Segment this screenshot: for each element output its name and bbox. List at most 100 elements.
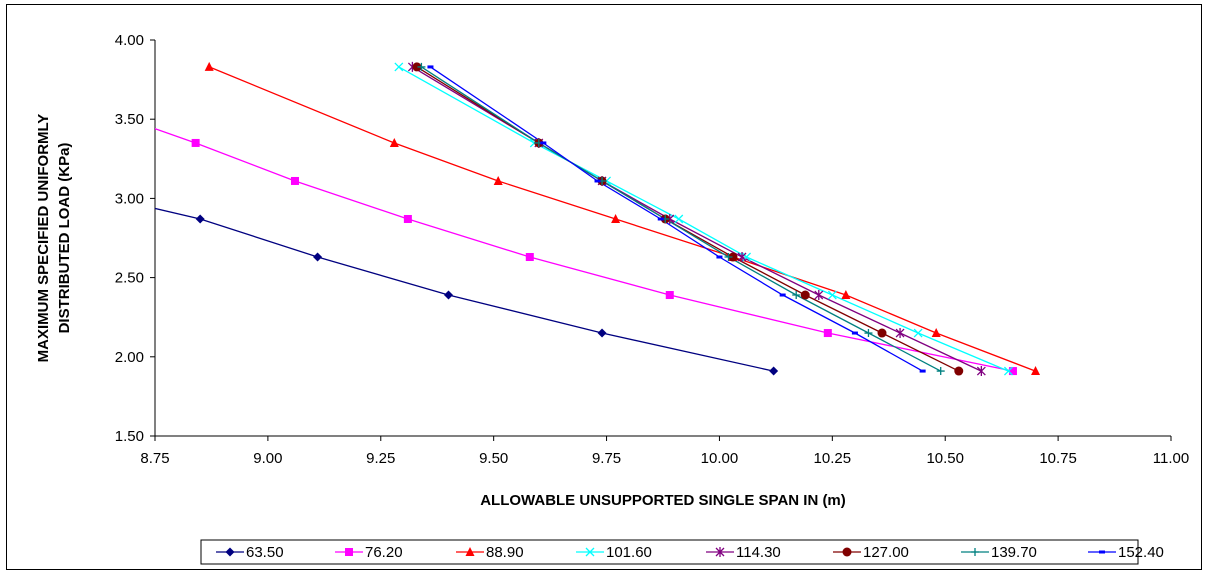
data-point (195, 214, 205, 224)
legend-item: 63.50 (216, 544, 284, 561)
legend-item: 127.00 (833, 544, 909, 561)
x-marker (585, 547, 595, 557)
series-line-152.40 (430, 66, 923, 372)
chart-frame (6, 4, 1202, 570)
plus-marker (971, 548, 979, 556)
data-point (657, 217, 664, 221)
data-point (345, 548, 353, 556)
triangle-marker (465, 547, 475, 556)
square-marker (525, 253, 534, 262)
triangle-marker (389, 137, 399, 147)
dash-marker (851, 331, 858, 335)
triangle-marker (611, 213, 621, 223)
data-point (427, 65, 434, 69)
data-point (792, 291, 801, 300)
data-point (841, 290, 851, 300)
square-marker (191, 138, 200, 147)
x-tick-label: 9.00 (253, 450, 282, 467)
plus-marker (417, 62, 426, 71)
data-point (931, 328, 941, 338)
data-point (1003, 366, 1013, 376)
data-point (191, 138, 200, 147)
legend-label: 88.90 (486, 544, 524, 561)
data-point (976, 366, 986, 377)
x-marker (827, 290, 837, 300)
star-marker (737, 252, 747, 263)
data-point (842, 547, 852, 557)
data-point (1099, 550, 1105, 554)
plus-marker (864, 329, 873, 338)
x-axis-title: ALLOWABLE UNSUPPORTED SINGLE SPAN IN (m) (480, 492, 846, 509)
x-tick-label: 9.75 (592, 450, 621, 467)
data-point (525, 253, 534, 262)
legend-label: 127.00 (863, 544, 909, 561)
data-point (204, 61, 214, 71)
x-tick-label: 9.25 (366, 450, 395, 467)
triangle-marker (841, 290, 851, 300)
dash-marker (716, 255, 723, 259)
legend-item: 76.20 (335, 544, 403, 561)
y-tick-label: 3.00 (115, 190, 144, 207)
data-point (594, 179, 601, 183)
y-tick-label: 2.00 (115, 349, 144, 366)
diamond-marker (597, 328, 607, 338)
legend-label: 114.30 (736, 544, 781, 561)
circle-marker (800, 290, 810, 300)
y-tick-label: 4.00 (115, 32, 144, 49)
data-point (716, 255, 723, 259)
diamond-marker (225, 547, 235, 557)
y-tick-label: 3.50 (115, 111, 144, 128)
y-tick-label: 1.50 (115, 428, 144, 445)
circle-marker (877, 328, 887, 338)
data-point (403, 214, 412, 223)
series-markers (191, 61, 1041, 377)
data-point (417, 62, 426, 71)
series-line-139.70 (421, 66, 942, 372)
data-point (971, 548, 979, 556)
data-point (715, 547, 725, 557)
data-point (827, 290, 837, 300)
x-marker (913, 328, 923, 338)
circle-marker (954, 366, 964, 376)
legend: 63.50 76.20 88.90 101.60 114.30 127.00 139.70 1… (200, 539, 1164, 565)
x-tick-label: 11.00 (1153, 450, 1189, 467)
legend-item: 152.40 (1088, 544, 1164, 561)
legend-label: 139.70 (991, 544, 1037, 561)
dash-marker (540, 141, 547, 145)
circle-marker (728, 252, 738, 262)
triangle-marker (493, 175, 503, 185)
diamond-marker (313, 252, 323, 262)
data-point (665, 291, 674, 300)
plus-marker (724, 253, 733, 262)
legend-item: 114.30 (706, 544, 781, 561)
data-point (769, 366, 779, 376)
data-point (493, 175, 503, 185)
square-marker (290, 176, 299, 185)
square-marker (345, 548, 353, 556)
data-point (225, 547, 235, 557)
data-point (800, 290, 810, 300)
dash-marker (1099, 550, 1105, 554)
star-marker (895, 328, 905, 339)
star-marker (976, 366, 986, 377)
x-tick-label: 10.25 (814, 450, 852, 467)
data-point (823, 329, 832, 338)
legend-label: 63.50 (246, 544, 284, 561)
x-marker (674, 214, 684, 224)
series-line-88.90 (208, 66, 1036, 372)
triangle-marker (204, 61, 214, 71)
series-line-101.60 (398, 66, 1009, 372)
x-tick-label: 8.75 (140, 450, 169, 467)
legend-item: 139.70 (961, 544, 1037, 561)
data-point (864, 329, 873, 338)
star-marker (715, 547, 725, 557)
star-marker (814, 290, 824, 301)
x-marker (394, 62, 404, 72)
data-point (444, 290, 454, 300)
x-tick-label: 10.00 (701, 450, 739, 467)
series-line-76.20 (155, 128, 1014, 372)
legend-label: 101.60 (606, 544, 652, 561)
diamond-marker (195, 214, 205, 224)
y-axis-title-line-2: DISTRIBUTED LOAD (KPa) (56, 143, 73, 334)
x-tick-label: 10.50 (926, 450, 964, 467)
